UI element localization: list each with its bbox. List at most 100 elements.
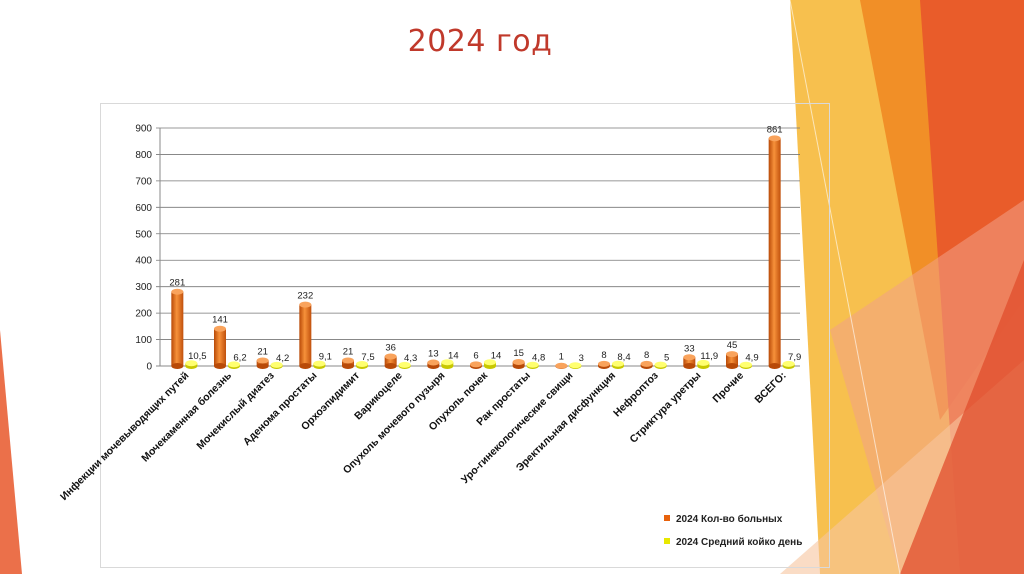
legend-swatch-orange: [664, 515, 670, 521]
data-label-count: 13: [428, 349, 439, 360]
data-label-days: 7,5: [361, 352, 374, 363]
data-label-count: 232: [297, 291, 313, 302]
data-label-count: 15: [513, 348, 524, 359]
y-tick-label: 500: [135, 229, 152, 240]
data-label-count: 33: [684, 343, 695, 354]
bar-count-top: [768, 135, 781, 142]
bar-count: [726, 354, 738, 366]
bar-count-top: [299, 301, 312, 308]
legend-item-count: 2024 Кол-во больных: [664, 514, 782, 525]
data-label-days: 7,9: [788, 352, 801, 363]
bar-count: [683, 357, 696, 366]
data-label-count: 6: [473, 350, 478, 361]
bar-count: [171, 291, 184, 366]
bar-days-top: [740, 361, 752, 368]
bar-count-top: [256, 357, 269, 364]
data-label-count: 141: [212, 315, 228, 326]
data-label-days: 4,9: [745, 353, 758, 364]
bar-days-top: [270, 361, 283, 368]
x-category-label: ВСЕГО:: [753, 370, 789, 406]
decor-shape-orange-left: [0, 330, 22, 574]
bar-days-top: [569, 362, 582, 369]
y-tick-label: 700: [135, 176, 152, 187]
data-label-days: 9,1: [319, 352, 332, 363]
y-tick-label: 400: [135, 256, 152, 267]
bar-count-top: [214, 325, 226, 332]
data-label-count: 8: [644, 350, 649, 361]
bar-count-top: [342, 357, 354, 364]
bar-days-top: [356, 361, 368, 368]
bar-count-base: [299, 363, 312, 369]
bar-days-top: [697, 359, 710, 366]
x-category-label: Мочекислый диатез: [194, 370, 276, 452]
data-label-days: 14: [448, 350, 459, 361]
bar-count-base: [384, 363, 397, 369]
y-tick-label: 100: [135, 335, 152, 346]
bar-count-top: [683, 354, 696, 361]
data-label-days: 5: [664, 353, 669, 364]
chart-frame: [100, 103, 830, 568]
bar-count: [299, 304, 312, 366]
bar-days-top: [313, 360, 326, 367]
bar-days-top: [398, 361, 411, 368]
data-label-count: 281: [169, 278, 185, 289]
bar-count-top: [726, 351, 738, 358]
bar-days-top: [782, 360, 795, 367]
bar-count-base: [214, 363, 226, 369]
decor-line: [789, 0, 901, 574]
y-tick-label: 200: [135, 309, 152, 320]
bar-count-top: [555, 362, 568, 369]
bar-count-base: [726, 363, 738, 369]
x-category-label: Стриктура уретры: [627, 370, 703, 446]
data-label-days: 3: [579, 353, 584, 364]
data-label-count: 21: [343, 346, 354, 357]
data-label-days: 6,2: [233, 352, 246, 363]
y-tick-label: 300: [135, 282, 152, 293]
bar-count-top: [512, 359, 525, 366]
data-label-days: 4,2: [276, 353, 289, 364]
bar-count-top: [171, 288, 184, 295]
bar-days-top: [526, 361, 539, 368]
x-category-label: Прочие: [710, 370, 746, 406]
bar-count-top: [427, 359, 440, 366]
bar-count: [384, 356, 397, 366]
slide-title: 2024 год: [407, 24, 553, 59]
data-label-count: 861: [767, 124, 783, 135]
bar-count: [214, 328, 226, 366]
y-tick-label: 600: [135, 203, 152, 214]
decor-shape-deep: [900, 260, 1024, 574]
data-label-count: 8: [601, 350, 606, 361]
data-label-count: 1: [559, 352, 564, 363]
y-tick-label: 900: [135, 124, 152, 135]
bar-count-base: [342, 363, 354, 369]
data-label-count: 36: [385, 342, 396, 353]
bar-count-top: [470, 361, 482, 368]
bar-count-base: [256, 363, 269, 369]
bar-days-top: [484, 359, 496, 366]
bar-days-top: [228, 361, 240, 368]
x-category-label: Аденома простаты: [241, 370, 320, 449]
data-label-days: 4,3: [404, 353, 417, 364]
y-tick-label: 800: [135, 150, 152, 161]
data-label-days: 11,9: [700, 351, 718, 362]
bar-days-top: [654, 361, 667, 368]
bar-days-top: [185, 360, 198, 367]
bar-count-top: [640, 360, 653, 367]
y-tick-label: 0: [146, 362, 152, 373]
bar-count-top: [384, 353, 397, 360]
data-label-count: 21: [257, 346, 268, 357]
data-label-days: 8,4: [617, 352, 630, 363]
data-label-days: 14: [491, 350, 502, 361]
bar-count-base: [683, 363, 696, 369]
legend-label-days: 2024 Средний койко день: [676, 537, 803, 548]
legend-swatch-yellow: [664, 538, 670, 544]
bar-days-top: [612, 360, 624, 367]
data-label-count: 45: [727, 340, 738, 351]
bar-days-top: [441, 359, 454, 366]
bar-count: [768, 138, 781, 366]
bar-count-top: [598, 360, 610, 367]
data-label-days: 4,8: [532, 353, 545, 364]
data-label-days: 10,5: [188, 351, 207, 362]
